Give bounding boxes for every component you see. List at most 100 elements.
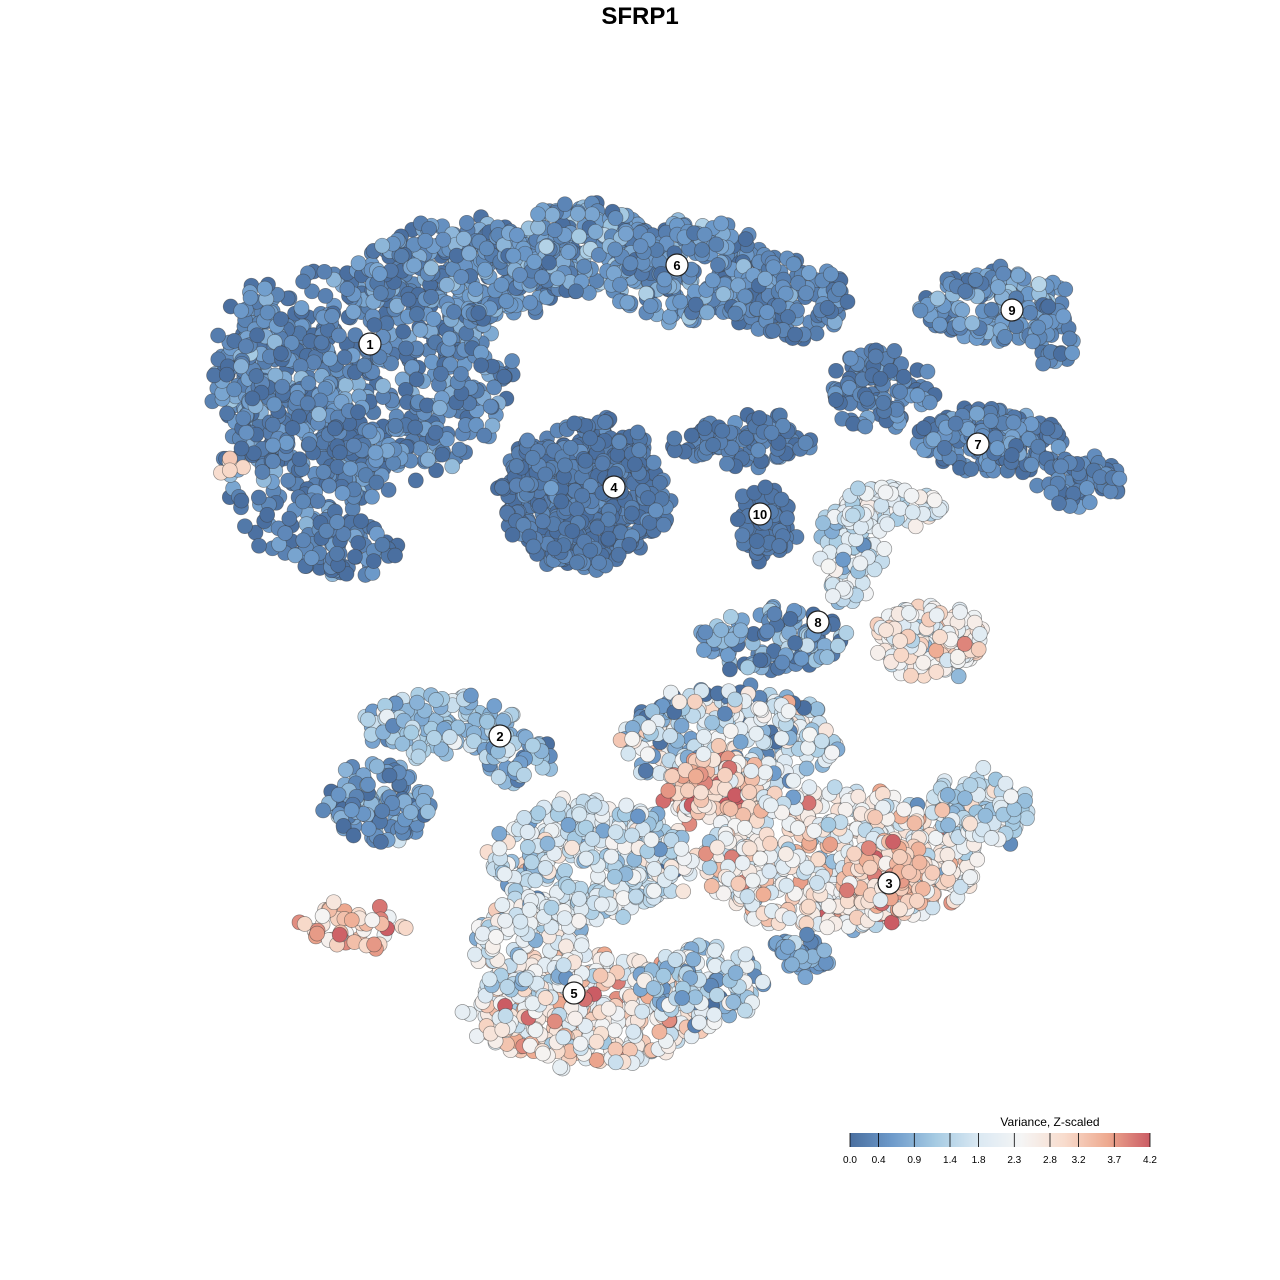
data-point (852, 555, 869, 572)
data-point (468, 417, 485, 433)
data-point (543, 480, 560, 497)
data-point (627, 456, 643, 473)
data-point (259, 304, 276, 321)
data-point (912, 302, 929, 319)
data-point (1053, 458, 1069, 475)
data-point (332, 444, 348, 461)
data-point (875, 394, 892, 411)
data-point (741, 840, 758, 857)
data-point (893, 647, 910, 663)
data-point (339, 281, 356, 297)
data-point (407, 419, 424, 436)
data-point (903, 487, 920, 504)
data-point (251, 537, 267, 554)
data-point (759, 623, 776, 640)
data-point (444, 458, 461, 475)
data-point (434, 446, 451, 463)
data-point (939, 847, 956, 863)
data-point (895, 368, 912, 385)
data-point (823, 266, 839, 283)
data-point (600, 530, 617, 547)
data-point (850, 480, 866, 497)
data-point (293, 300, 310, 316)
data-point (989, 440, 1006, 457)
data-point (512, 267, 528, 283)
data-point (819, 919, 836, 936)
data-point (619, 294, 636, 311)
data-point (435, 231, 452, 248)
data-point (300, 375, 317, 392)
data-point (233, 302, 250, 319)
data-point (752, 652, 769, 669)
data-point (455, 230, 472, 247)
data-point (787, 326, 803, 343)
data-point (281, 510, 298, 527)
data-point (995, 265, 1012, 282)
data-point (820, 816, 837, 833)
data-point (233, 440, 250, 457)
data-point (568, 501, 585, 518)
data-point (337, 762, 354, 778)
data-point (254, 464, 271, 480)
data-point (952, 604, 968, 620)
data-point (582, 542, 599, 559)
data-point (819, 649, 835, 666)
data-point (612, 276, 628, 293)
data-point (309, 493, 326, 510)
data-point (785, 772, 802, 789)
data-point (640, 490, 656, 506)
data-point (620, 745, 637, 762)
data-point (366, 317, 383, 333)
data-point (350, 535, 367, 551)
data-point (577, 452, 594, 469)
data-point (680, 782, 696, 799)
data-point (361, 423, 378, 440)
data-point (970, 641, 987, 658)
data-point (822, 836, 839, 853)
data-point (237, 518, 253, 535)
data-point (273, 345, 289, 362)
data-point (727, 305, 744, 322)
data-point (732, 622, 749, 639)
data-point (857, 418, 874, 435)
data-point (1024, 333, 1041, 350)
data-point (451, 441, 468, 458)
data-point (734, 855, 751, 871)
data-point (249, 327, 265, 344)
data-point (242, 289, 259, 306)
data-point (714, 422, 731, 439)
data-point (842, 350, 859, 367)
data-point (375, 378, 391, 394)
data-point (778, 846, 794, 862)
data-point (859, 390, 875, 407)
data-point (771, 538, 788, 554)
data-point (505, 247, 522, 264)
data-point (867, 809, 883, 826)
data-point (419, 397, 435, 414)
data-point (316, 263, 333, 280)
data-point (259, 506, 276, 523)
data-point (426, 730, 442, 746)
data-point (433, 365, 449, 382)
data-point (705, 437, 721, 453)
data-point (522, 294, 539, 311)
data-point (295, 493, 311, 510)
data-point (696, 226, 713, 243)
data-point (757, 479, 774, 496)
data-point (642, 298, 659, 314)
data-point (886, 343, 903, 359)
data-point (546, 222, 563, 238)
data-point (218, 366, 235, 383)
data-point (273, 311, 289, 327)
data-point (800, 898, 817, 915)
data-point (538, 238, 555, 255)
data-point (623, 505, 640, 522)
data-point (486, 698, 503, 714)
data-point (420, 451, 436, 468)
data-point (478, 240, 495, 257)
data-point (929, 290, 946, 307)
data-point (664, 768, 680, 784)
data-point (330, 786, 347, 803)
data-point (329, 545, 345, 562)
data-point (982, 412, 999, 429)
